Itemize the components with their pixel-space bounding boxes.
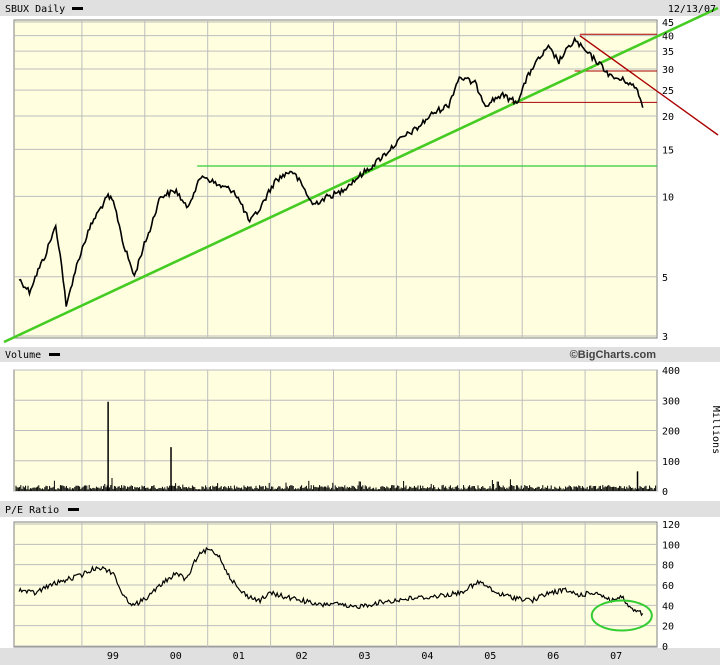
price-y-tick-label: 25 [662,86,674,97]
price-y-tick-label: 30 [662,65,674,76]
price-y-tick-label: 3 [662,332,668,343]
volume-series [15,401,657,491]
price-plot-area [13,19,658,339]
volume-unit-label: Millions [710,406,720,454]
x-tick-label: 03 [358,651,370,662]
volume-y-tick-label: 100 [662,457,680,468]
price-y-tick-label: 20 [662,112,674,123]
x-tick-label: 06 [547,651,559,662]
price-header-bar [0,0,720,16]
axis-ticks: 99 00 01 02 03 04 05 06 074540353025201510534003… [107,18,680,662]
pe-series [18,546,644,617]
x-tick-label: 01 [233,651,245,662]
x-tick-label: 05 [484,651,496,662]
x-tick-label: 99 [107,651,119,662]
price-y-tick-label: 40 [662,32,674,43]
pe-annotations [590,599,653,632]
volume-y-tick-label: 0 [662,487,668,498]
pe-legend-swatch [68,508,79,511]
pe-green-ellipse [590,599,653,632]
price-y-tick-label: 5 [662,273,668,284]
price-legend-swatch [72,7,83,10]
volume-header-bar [0,347,720,362]
volume-y-tick-label: 400 [662,366,680,377]
chart-date: 12/13/07 [668,4,716,15]
pe-y-tick-label: 0 [662,642,668,653]
pe-y-tick-label: 20 [662,622,674,633]
volume-y-tick-label: 200 [662,427,680,438]
pe-y-tick-label: 120 [662,520,680,531]
pe-y-tick-label: 100 [662,540,680,551]
price-y-tick-label: 45 [662,18,674,29]
pe-y-tick-label: 40 [662,601,674,612]
x-tick-label: 04 [421,651,433,662]
price-y-tick-label: 10 [662,192,674,203]
bigcharts-credit: ©BigCharts.com [570,349,657,361]
pe-y-tick-label: 80 [662,561,674,572]
price-series [18,36,644,307]
pe-title: P/E Ratio [5,505,59,516]
volume-legend-swatch [49,353,60,356]
x-tick-label: 07 [610,651,622,662]
volume-y-tick-label: 300 [662,396,680,407]
pe-header-bar [0,501,720,517]
price-y-tick-label: 35 [662,47,674,58]
x-tick-label: 02 [296,651,308,662]
price-title: SBUX Daily [5,4,65,15]
price-y-tick-label: 15 [662,145,674,156]
price-line [18,36,644,307]
volume-title: Volume [5,350,41,361]
grid-lines [14,20,657,647]
pe-line [18,546,644,617]
xaxis-bar [0,648,720,665]
pe-y-tick-label: 60 [662,581,674,592]
x-tick-label: 00 [170,651,182,662]
red-trendline [579,35,719,136]
